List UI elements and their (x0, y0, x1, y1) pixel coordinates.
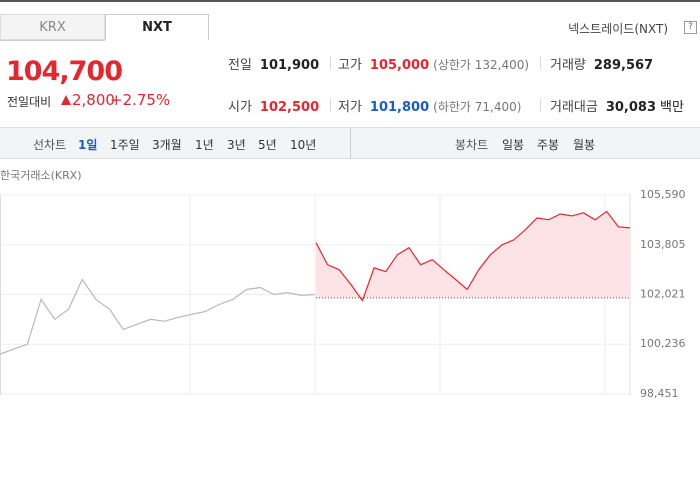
tab[interactable]: KRX (0, 14, 105, 40)
stat: 거래대금 30,083 백만 (550, 96, 684, 115)
toolbar-label: 봉차트 (455, 138, 489, 152)
y-tick-label: 100,236 (640, 337, 686, 350)
stat-label: 고가 (338, 58, 362, 73)
candle[interactable]: 월봉 (573, 138, 596, 152)
y-tick-label: 102,021 (640, 287, 686, 300)
stat-value: 289,567 (593, 58, 654, 73)
stat: 시가 102,500 (228, 96, 319, 115)
market-label: 넥스트레이드(NXT) (568, 22, 668, 36)
tab-line (0, 40, 105, 41)
change: 2,800 (72, 91, 115, 109)
toolbar-divider (350, 128, 351, 158)
stat-value: 101,800 (369, 100, 430, 115)
stat: 전일 101,900 (228, 54, 319, 73)
chart-title: 한국거래소(KRX) (0, 169, 82, 182)
period[interactable]: 3개월 (152, 138, 182, 152)
stat-value: 105,000 (369, 58, 430, 73)
price: 104,700 (6, 56, 123, 87)
stat-label: 시가 (228, 100, 252, 115)
stat-label: 전일 (228, 58, 252, 73)
tab-active[interactable]: NXT (105, 14, 209, 40)
candle[interactable]: 일봉 (502, 138, 525, 152)
stat-value: 30,083 (605, 100, 657, 115)
help-icon[interactable]: ? (684, 21, 697, 34)
top-border (0, 0, 700, 2)
stat-label: 저가 (338, 100, 362, 115)
y-tick-label: 103,805 (640, 238, 686, 251)
stat-label: 거래대금 (550, 100, 598, 115)
chart: 한국거래소(KRX) 98,451 100,236 102,021 103,805 10… (0, 169, 686, 400)
divider (330, 98, 331, 112)
change-rate: +2.75% (110, 91, 171, 109)
period[interactable]: 10년 (290, 138, 317, 152)
period[interactable]: 1주일 (110, 138, 140, 152)
stat-value: 102,500 (259, 100, 320, 115)
change-label: 전일대비 (7, 95, 52, 109)
toolbar-label: 선차트 (33, 138, 67, 152)
y-tick-label: 98,451 (640, 387, 679, 400)
stat-label: 거래량 (550, 58, 586, 73)
price-line (315, 210, 631, 302)
area (316, 211, 630, 301)
y-tick-label: 105,590 (640, 188, 686, 201)
stat: 거래량 289,567 (550, 54, 653, 73)
stat-note: (하한가 71,400) (433, 100, 522, 114)
divider (330, 56, 331, 70)
divider (540, 98, 541, 112)
period[interactable]: 3년 (227, 138, 246, 152)
period[interactable]: 1년 (195, 138, 214, 152)
price-line (0, 278, 316, 355)
period-active[interactable]: 1일 (78, 138, 98, 152)
stat-note: 백만 (660, 100, 684, 115)
stat-value: 101,900 (259, 58, 320, 73)
up-icon (61, 95, 71, 105)
period[interactable]: 5년 (258, 138, 277, 152)
candle[interactable]: 주봉 (537, 138, 560, 152)
stat-note: (상한가 132,400) (433, 58, 530, 72)
divider (540, 56, 541, 70)
stat: 저가 101,800 (하한가 71,400) (338, 96, 521, 115)
stat: 고가 105,000 (상한가 132,400) (338, 54, 529, 73)
